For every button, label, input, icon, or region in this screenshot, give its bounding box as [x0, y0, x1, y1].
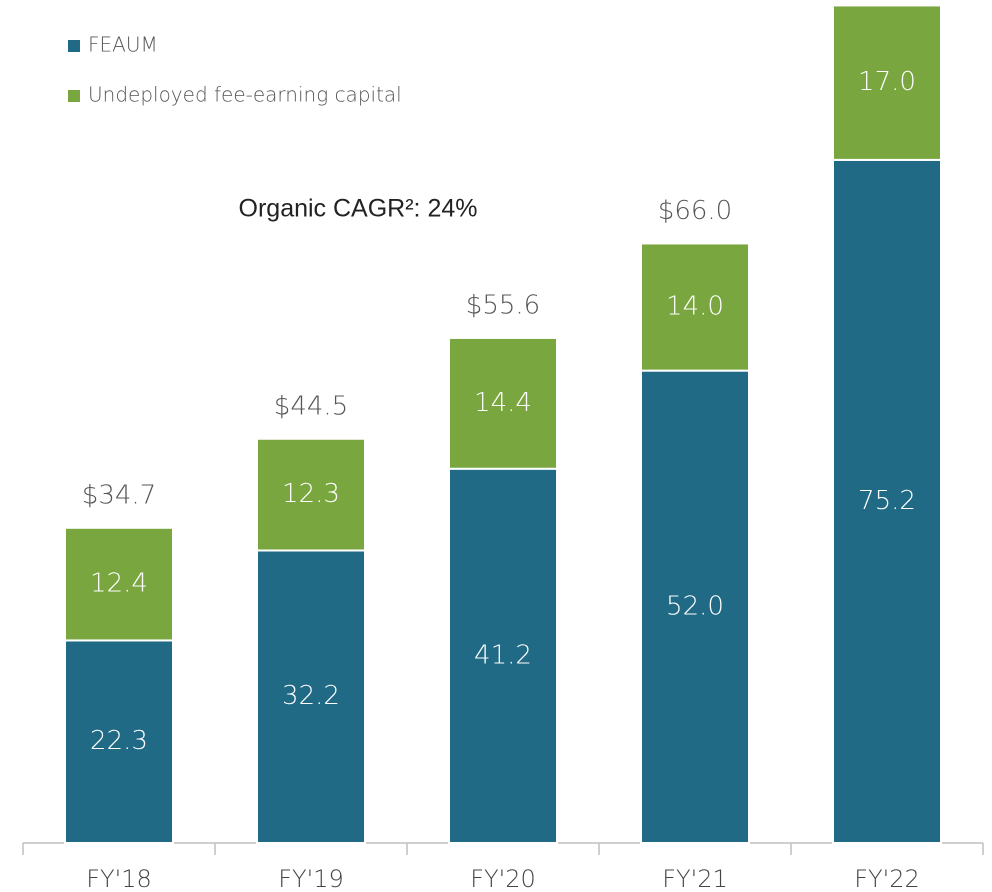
total-label: $66.0 [658, 196, 732, 226]
value-label: 75.2 [858, 486, 916, 516]
bar-segment [64, 639, 174, 845]
annotation: Organic CAGR²: 24% [239, 195, 478, 223]
value-label: 14.4 [474, 388, 532, 418]
x-tick-label: FY'21 [662, 865, 728, 892]
total-label: $34.7 [82, 480, 156, 510]
value-label: 52.0 [666, 591, 724, 621]
bar-segment [256, 437, 366, 552]
legend-swatch [68, 90, 80, 102]
value-label: 41.2 [474, 640, 532, 670]
bar-segment [640, 369, 750, 844]
x-tick-label: FY'20 [470, 865, 536, 892]
bar-segment [640, 242, 750, 372]
value-label: 14.0 [666, 292, 724, 322]
bar-segment [448, 336, 558, 470]
total-label: $55.6 [466, 290, 540, 320]
bar-segment [448, 467, 558, 844]
x-tick-label: FY'19 [278, 865, 344, 892]
value-label: 32.2 [282, 681, 340, 711]
legend-swatch [68, 40, 80, 52]
bar-segment [832, 158, 942, 844]
legend-label: Undeployed fee-earning capital [88, 83, 402, 107]
value-label: 22.3 [90, 726, 148, 756]
bar-segment [64, 526, 174, 642]
bar-segment [256, 549, 366, 844]
total-label: $44.5 [274, 391, 348, 421]
x-tick-label: FY'18 [86, 865, 152, 892]
bar-segment [832, 4, 942, 161]
value-label: 17.0 [858, 67, 916, 97]
x-tick-label: FY'22 [854, 865, 920, 892]
legend-label: FEAUM [88, 33, 158, 57]
value-label: 12.4 [90, 569, 148, 599]
value-label: 12.3 [282, 479, 340, 509]
